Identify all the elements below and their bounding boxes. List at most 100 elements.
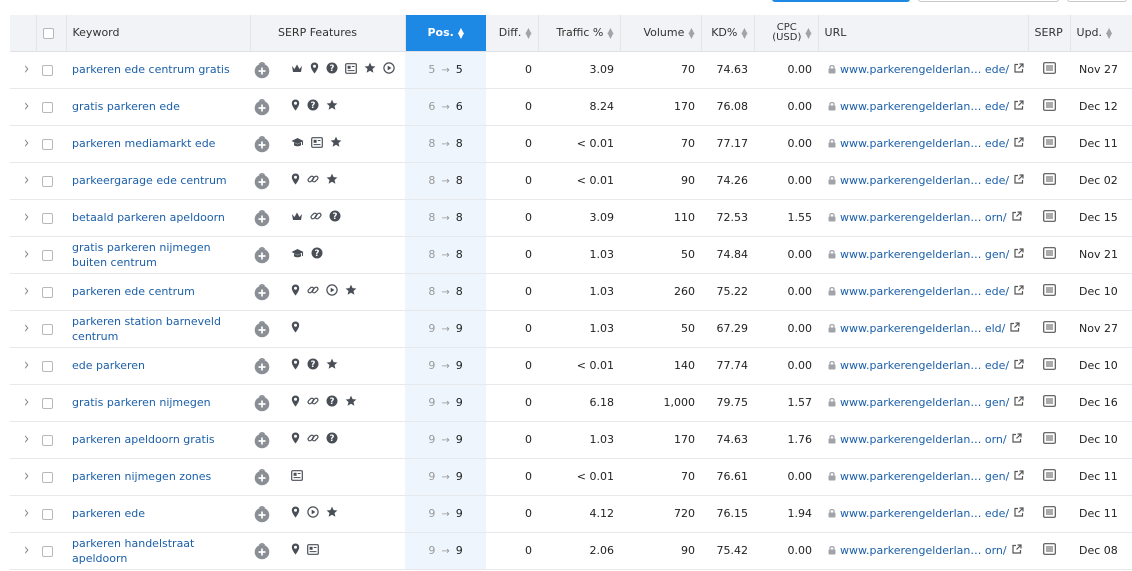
serp-snapshot-icon[interactable]: [1042, 173, 1056, 188]
chevron-right-icon[interactable]: ›: [24, 170, 30, 191]
external-link-icon[interactable]: [1014, 63, 1024, 76]
expand-cell[interactable]: ›: [10, 199, 36, 237]
external-link-icon[interactable]: [1010, 322, 1020, 335]
row-checkbox[interactable]: [42, 323, 53, 335]
keyword-link[interactable]: gratis parkeren nijmegen buiten centrum: [72, 240, 211, 269]
url-link[interactable]: www.parkerengelderlan… orn/: [840, 544, 1007, 557]
add-to-list-icon[interactable]: [254, 431, 287, 449]
row-checkbox[interactable]: [42, 249, 53, 261]
header-select-all[interactable]: [36, 15, 67, 52]
url-link[interactable]: www.parkerengelderlan… ede/: [840, 507, 1010, 520]
expand-cell[interactable]: ›: [10, 347, 36, 385]
toolbar-tertiary-button[interactable]: [1067, 0, 1127, 2]
select-cell[interactable]: [36, 532, 66, 570]
external-link-icon[interactable]: [1014, 470, 1024, 483]
row-checkbox[interactable]: [42, 471, 53, 483]
url-link[interactable]: www.parkerengelderlan… ede/: [840, 100, 1010, 113]
keyword-link[interactable]: parkeren ede centrum gratis: [72, 63, 230, 76]
add-to-list-icon[interactable]: [254, 394, 287, 412]
expand-cell[interactable]: ›: [10, 310, 36, 348]
keyword-link[interactable]: parkeren apeldoorn gratis: [72, 433, 215, 446]
select-cell[interactable]: [36, 162, 66, 200]
add-to-list-icon[interactable]: [254, 209, 287, 227]
row-checkbox[interactable]: [42, 212, 53, 224]
keyword-link[interactable]: parkeren nijmegen zones: [72, 470, 212, 483]
chevron-right-icon[interactable]: ›: [24, 207, 30, 228]
expand-cell[interactable]: ›: [10, 384, 36, 422]
serp-snapshot-icon[interactable]: [1042, 506, 1056, 521]
url-link[interactable]: www.parkerengelderlan… gen/: [840, 248, 1010, 261]
select-cell[interactable]: [36, 421, 66, 459]
chevron-right-icon[interactable]: ›: [24, 96, 30, 117]
expand-cell[interactable]: ›: [10, 495, 36, 533]
chevron-right-icon[interactable]: ›: [24, 281, 30, 302]
keyword-link[interactable]: parkeren handelstraat apeldoorn: [72, 536, 195, 565]
url-link[interactable]: www.parkerengelderlan… orn/: [840, 211, 1007, 224]
select-cell[interactable]: [36, 273, 66, 311]
select-cell[interactable]: [36, 347, 66, 385]
external-link-icon[interactable]: [1014, 285, 1024, 298]
keyword-link[interactable]: parkeren mediamarkt ede: [72, 137, 216, 150]
expand-cell[interactable]: ›: [10, 458, 36, 496]
row-checkbox[interactable]: [42, 101, 53, 113]
expand-cell[interactable]: ›: [10, 273, 36, 311]
header-cpc[interactable]: CPC (USD)▲ ▼: [754, 15, 819, 52]
add-to-list-icon[interactable]: [254, 61, 287, 79]
add-to-list-icon[interactable]: [254, 542, 287, 560]
toolbar-secondary-button[interactable]: [918, 0, 1059, 2]
serp-snapshot-icon[interactable]: [1042, 358, 1056, 373]
chevron-right-icon[interactable]: ›: [24, 466, 30, 487]
add-to-list-icon[interactable]: [254, 98, 287, 116]
row-checkbox[interactable]: [42, 175, 53, 187]
toolbar-primary-button[interactable]: [772, 0, 910, 2]
chevron-right-icon[interactable]: ›: [24, 318, 30, 339]
row-checkbox[interactable]: [42, 360, 53, 372]
chevron-right-icon[interactable]: ›: [24, 540, 30, 561]
keyword-link[interactable]: parkeren ede: [72, 507, 146, 520]
row-checkbox[interactable]: [42, 397, 53, 409]
select-cell[interactable]: [36, 495, 66, 533]
external-link-icon[interactable]: [1012, 544, 1022, 557]
add-to-list-icon[interactable]: [254, 357, 287, 375]
expand-cell[interactable]: ›: [10, 532, 36, 570]
serp-snapshot-icon[interactable]: [1042, 469, 1056, 484]
add-to-list-icon[interactable]: [254, 246, 287, 264]
url-link[interactable]: www.parkerengelderlan… eld/: [840, 322, 1006, 335]
url-link[interactable]: www.parkerengelderlan… ede/: [840, 63, 1010, 76]
add-to-list-icon[interactable]: [254, 468, 287, 486]
add-to-list-icon[interactable]: [254, 172, 287, 190]
select-cell[interactable]: [36, 199, 66, 237]
row-checkbox[interactable]: [42, 508, 53, 520]
keyword-link[interactable]: parkeren station barneveld centrum: [72, 314, 221, 343]
chevron-right-icon[interactable]: ›: [24, 244, 30, 265]
row-checkbox[interactable]: [42, 64, 53, 76]
keyword-link[interactable]: ede parkeren: [72, 359, 146, 372]
expand-cell[interactable]: ›: [10, 162, 36, 200]
header-diff[interactable]: Diff. ▲ ▼: [486, 15, 539, 52]
keyword-link[interactable]: gratis parkeren ede: [72, 100, 180, 113]
external-link-icon[interactable]: [1014, 248, 1024, 261]
url-link[interactable]: www.parkerengelderlan… gen/: [840, 470, 1010, 483]
url-link[interactable]: www.parkerengelderlan… ede/: [840, 359, 1010, 372]
serp-snapshot-icon[interactable]: [1042, 543, 1056, 558]
select-cell[interactable]: [36, 236, 66, 274]
select-cell[interactable]: [36, 51, 66, 89]
external-link-icon[interactable]: [1014, 359, 1024, 372]
expand-cell[interactable]: ›: [10, 125, 36, 163]
row-checkbox[interactable]: [42, 138, 53, 150]
add-to-list-icon[interactable]: [254, 283, 287, 301]
serp-snapshot-icon[interactable]: [1042, 99, 1056, 114]
chevron-right-icon[interactable]: ›: [24, 392, 30, 413]
add-to-list-icon[interactable]: [254, 505, 287, 523]
keyword-link[interactable]: gratis parkeren nijmegen: [72, 396, 211, 409]
select-cell[interactable]: [36, 125, 66, 163]
select-cell[interactable]: [36, 384, 66, 422]
external-link-icon[interactable]: [1012, 433, 1022, 446]
expand-cell[interactable]: ›: [10, 236, 36, 274]
expand-cell[interactable]: ›: [10, 51, 36, 89]
header-volume[interactable]: Volume ▲ ▼: [620, 15, 702, 52]
chevron-right-icon[interactable]: ›: [24, 355, 30, 376]
external-link-icon[interactable]: [1014, 396, 1024, 409]
external-link-icon[interactable]: [1014, 174, 1024, 187]
expand-cell[interactable]: ›: [10, 88, 36, 126]
